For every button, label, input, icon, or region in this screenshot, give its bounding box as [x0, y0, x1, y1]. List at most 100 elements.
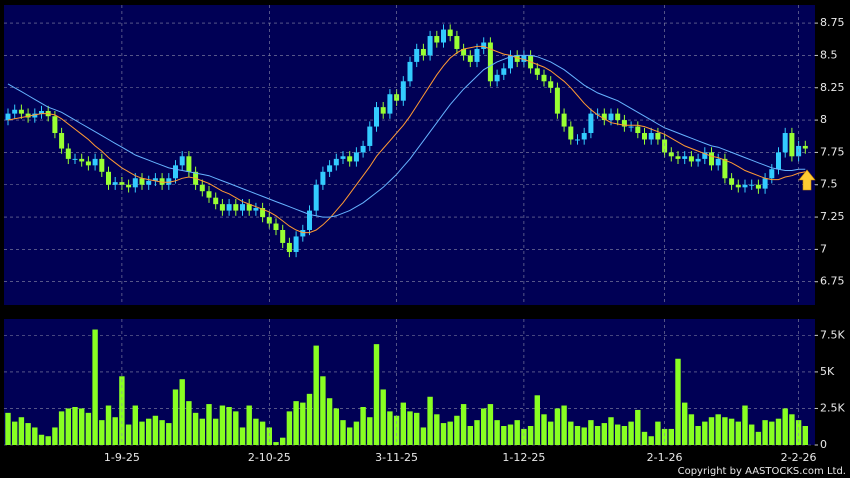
- candle-body: [715, 158, 721, 166]
- x-tick-label: 3-11-25: [375, 451, 418, 464]
- candle-body: [179, 156, 185, 166]
- volume-bar: [648, 436, 654, 445]
- candle-body: [286, 242, 292, 252]
- volume-bar: [387, 411, 393, 445]
- candle-body: [548, 81, 554, 88]
- volume-bar: [688, 414, 695, 445]
- candle-body: [501, 68, 507, 75]
- volume-bar: [92, 329, 98, 445]
- moving-average-line: [7, 54, 806, 218]
- volume-bar: [527, 425, 534, 445]
- volume-bar: [219, 405, 226, 445]
- candle-body: [454, 36, 460, 49]
- volume-bar: [414, 412, 420, 445]
- volume-bar: [58, 411, 65, 445]
- candle-body: [695, 158, 701, 162]
- volume-bar: [581, 427, 587, 445]
- y-tick-label: 7.5K: [820, 328, 845, 341]
- candle-body: [615, 113, 621, 121]
- candle-body: [655, 133, 661, 140]
- volume-bar: [460, 404, 467, 445]
- candle-body: [159, 178, 165, 185]
- volume-bar: [775, 418, 782, 445]
- y-tick-label: 8.25: [820, 81, 845, 94]
- candle-body: [729, 178, 735, 185]
- candle-body: [461, 48, 467, 56]
- candle-body: [32, 113, 38, 118]
- candle-body: [675, 156, 681, 159]
- volume-bar: [52, 427, 58, 445]
- candle-body: [340, 156, 346, 159]
- candle-body: [106, 171, 111, 185]
- volume-bar: [561, 405, 567, 445]
- volume-bar: [18, 417, 25, 445]
- volume-bar: [373, 344, 380, 445]
- y-tick-label: 7.75: [820, 145, 845, 158]
- candle-body: [474, 48, 480, 62]
- candle-body: [313, 184, 319, 211]
- candle-body: [481, 42, 487, 49]
- candle-body: [702, 152, 708, 159]
- candle-body: [749, 184, 755, 186]
- candle-body: [85, 161, 91, 166]
- candle-body: [668, 152, 674, 157]
- candle-body: [280, 230, 286, 243]
- candle-body: [360, 145, 366, 153]
- candle-body: [307, 210, 312, 230]
- candle-body: [5, 113, 11, 121]
- volume-bar: [514, 420, 520, 445]
- candle-body: [447, 29, 453, 37]
- volume-bar: [152, 415, 159, 445]
- volume-bar: [360, 406, 366, 445]
- y-tick-label: 5K: [820, 365, 835, 378]
- candle-body: [400, 81, 406, 101]
- volume-bar: [635, 409, 641, 445]
- volume-bar: [621, 425, 628, 445]
- plot-layer: 6.75 7 7.25 7.5 7.75 8 8.25 8.5 8.75 0 2.5K 5K 7.5K 1…: [4, 5, 845, 464]
- candle-body: [581, 133, 587, 140]
- candle-body: [353, 152, 359, 162]
- candle-body: [514, 55, 520, 62]
- candle-body: [367, 126, 373, 146]
- volume-bar: [594, 425, 601, 445]
- volume-bar: [246, 405, 252, 445]
- volume-bar: [588, 420, 594, 445]
- volume-bar: [501, 425, 507, 445]
- volume-bar: [769, 421, 775, 445]
- volume-bar: [259, 421, 266, 445]
- candle-body: [722, 158, 728, 179]
- candle-body: [621, 120, 627, 127]
- candle-body: [628, 126, 634, 128]
- volume-bar: [715, 414, 721, 445]
- volume-bar: [125, 424, 132, 445]
- volume-bar: [675, 358, 681, 445]
- candle-body: [253, 208, 259, 211]
- copyright: Copyright by AASTOCKS.com Ltd.: [678, 466, 846, 477]
- candle-body: [260, 208, 266, 218]
- volume-bar: [749, 424, 755, 445]
- candle-body: [139, 178, 145, 185]
- candle-body: [682, 156, 688, 159]
- candle-body: [99, 158, 105, 172]
- volume-bar: [574, 425, 581, 445]
- candle-body: [407, 61, 413, 82]
- candle-body: [92, 158, 98, 166]
- volume-bar: [795, 420, 802, 445]
- volume-bar: [742, 405, 748, 445]
- volume-bar: [253, 418, 259, 445]
- volume-bar: [146, 418, 152, 445]
- candle-body: [233, 204, 239, 211]
- volume-bar: [99, 420, 105, 445]
- volume-bar: [65, 408, 71, 445]
- volume-bar: [695, 425, 701, 445]
- candle-body: [595, 113, 601, 115]
- volume-bar: [454, 415, 460, 445]
- candle-body: [152, 178, 158, 181]
- volume-bar: [367, 417, 373, 445]
- volume-bar: [507, 424, 514, 445]
- candle-body: [541, 74, 547, 82]
- candle-body: [441, 29, 446, 43]
- candle-body: [568, 126, 574, 140]
- volume-bar: [179, 379, 185, 445]
